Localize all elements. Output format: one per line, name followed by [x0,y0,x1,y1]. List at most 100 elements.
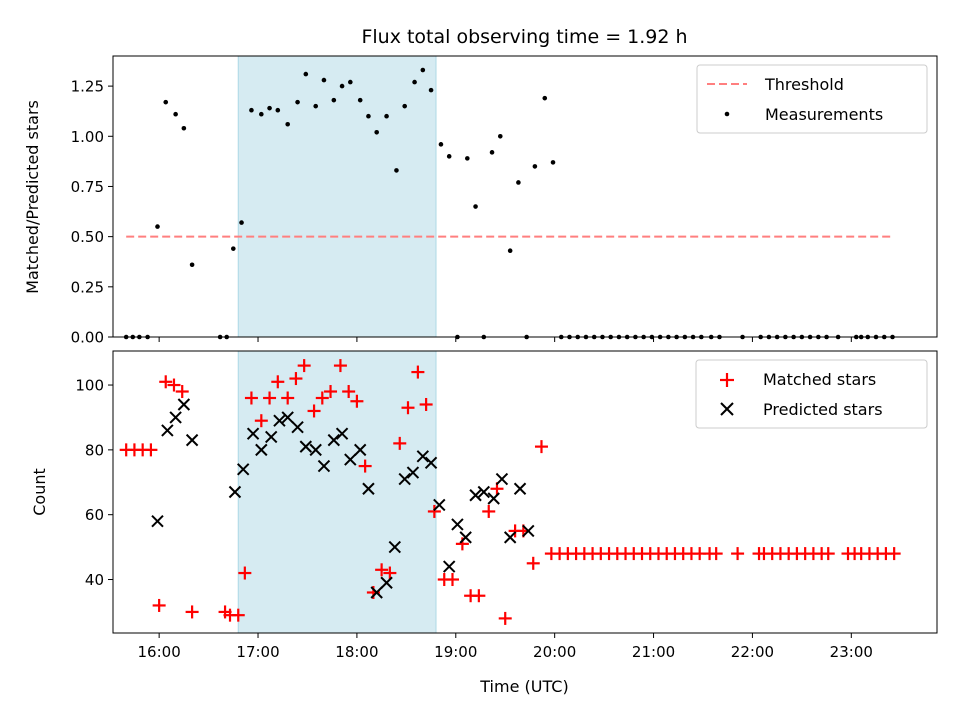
predicted-star-point [398,472,411,486]
predicted-star-point [273,414,286,427]
measurement-point [507,248,513,253]
measurement-point [394,168,399,173]
measurement-point [231,246,236,251]
matched-star-point [324,385,338,399]
measurement-point [473,204,478,209]
y-tick-label: 0.25 [71,278,104,296]
bottom-y-ticks: 40 60 80 100 [75,377,113,589]
x-tick-label: 21:00 [632,643,675,661]
x-tick-label: 19:00 [434,643,477,661]
matched-star-point [427,504,441,518]
bottom-y-axis-label: Count [30,468,49,516]
measurement-point [259,111,264,117]
predicted-star-point [236,463,250,476]
predicted-star-point [177,398,191,411]
matched-star-point [297,359,311,373]
matched-star-point [821,547,835,561]
bottom-panel: 40 60 80 100 16:00 17:00 18:00 19:00 20:00 21:00… [30,350,938,696]
y-tick-label: 100 [75,377,104,395]
bottom-legend: Matched stars Predicted stars [695,359,928,429]
predicted-star-point [380,576,393,589]
matched-star-point [731,547,745,561]
matched-star-point [167,378,181,392]
predicted-star-point [281,411,294,424]
predicted-star-point [161,424,174,437]
measurement-point [173,111,178,117]
measurement-point [446,154,452,159]
measurement-point [331,97,337,103]
matched-star-point [289,372,303,386]
top-legend: Threshold Measurements [696,64,928,134]
measurement-point [348,79,353,85]
y-tick-label: 60 [85,506,104,524]
matched-star-point [383,566,397,580]
y-tick-label: 0.50 [71,228,104,246]
measurement-point [339,83,345,89]
predicted-star-point [442,560,456,573]
matched-star-point [238,566,252,580]
predicted-star-point [185,433,199,447]
measurement-point [489,150,495,155]
matched-star-point [244,391,258,405]
measurement-point [516,180,521,185]
measurement-point [374,129,379,135]
matched-star-point [887,547,901,561]
x-tick-label: 17:00 [236,643,279,661]
measurement-point [285,121,290,127]
top-y-axis-label: Matched/Predicted stars [23,100,42,294]
x-tick-label: 23:00 [830,643,873,661]
matched-star-point [333,359,347,373]
legend-measurements-label: Measurements [765,105,883,124]
matched-star-point [281,391,295,405]
y-tick-label: 80 [85,441,104,459]
measurement-point [357,97,363,103]
predicted-star-point [309,443,322,457]
matched-star-point [152,598,166,612]
legend-measurements-swatch [724,111,730,117]
measurement-point [384,113,389,119]
y-tick-label: 0.00 [71,329,104,347]
measurement-point [239,220,244,225]
legend-predicted-swatch [720,402,734,416]
matched-star-point [526,556,540,570]
matched-star-point [271,375,285,389]
top-panel: 0.00 0.25 0.50 0.75 1.00 1.25 Matched/Predict… [23,55,938,347]
matched-star-point [315,391,329,405]
matched-star-point [375,563,389,577]
measurement-point [438,142,444,147]
matched-star-point [358,459,372,473]
measurement-point [163,99,169,105]
top-legend-frame [696,64,928,134]
measurement-point [267,105,272,111]
y-tick-label: 0.75 [71,178,104,196]
measurement-point [420,67,426,73]
measurement-point [428,87,434,93]
matched-star-point [231,608,245,622]
matched-star-point [534,440,548,454]
predicted-star-point [344,453,357,466]
matched-star-point [263,391,277,405]
matched-star-point [445,573,459,587]
y-tick-label: 1.25 [71,78,104,96]
legend-matched-swatch [720,373,734,387]
predicted-star-point [169,411,182,424]
predicted-star-point [503,531,517,544]
measurement-point [181,125,187,131]
predicted-star-point [513,482,527,495]
bottom-axes-frame [112,350,938,634]
predicted-star-point [424,456,438,470]
bottom-matched-points [119,359,901,625]
x-axis-label: Time (UTC) [479,677,568,696]
matched-star-point [709,547,723,561]
measurement-point [313,103,319,109]
y-tick-label: 1.00 [71,128,104,146]
bottom-predicted-points [151,398,535,599]
matched-star-point [393,436,407,450]
predicted-star-point [151,514,164,528]
x-tick-label: 18:00 [335,643,378,661]
predicted-star-point [416,450,430,463]
predicted-star-point [228,485,242,499]
matched-star-point [185,605,199,619]
matched-star-point [419,397,433,411]
predicted-star-point [335,427,349,440]
